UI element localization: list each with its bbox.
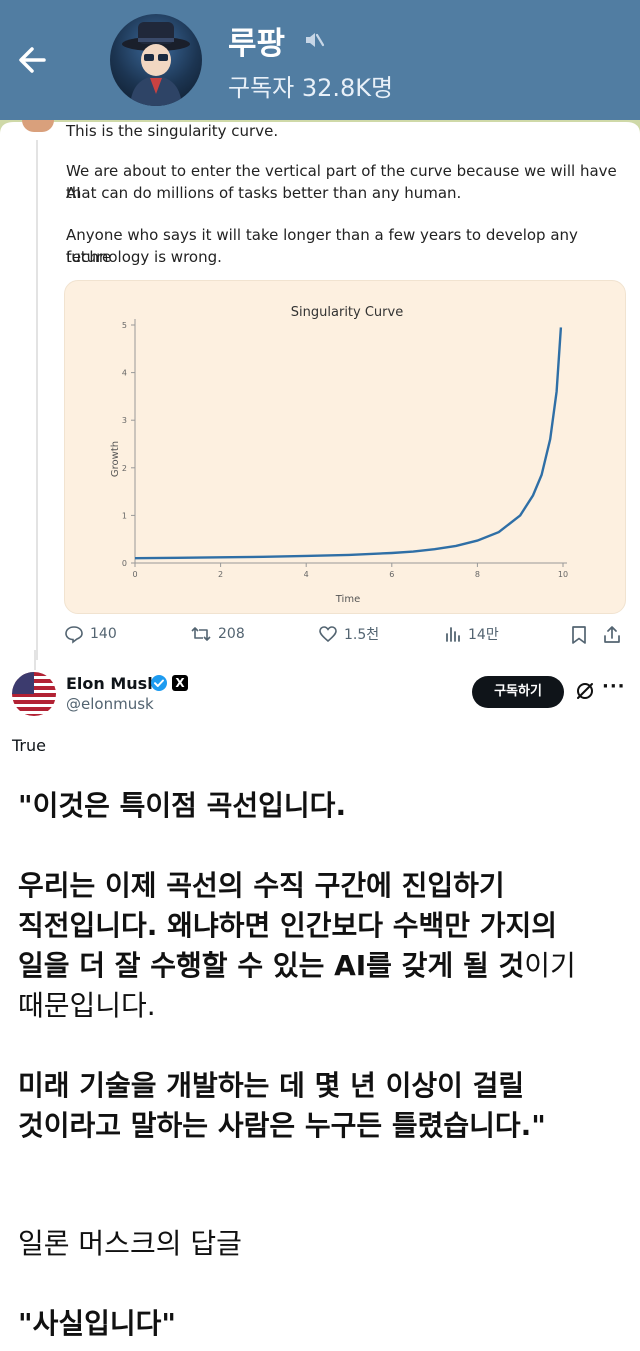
chart-title: Singularity Curve: [291, 305, 403, 320]
reply-thread-line: [34, 650, 36, 670]
subscriber-count: 구독자 32.8K명: [228, 74, 394, 102]
bookmark-icon[interactable]: [570, 625, 588, 645]
singularity-chart: Singularity Curve 0 2 4 6 8 10 0 1 2 3 4 5 Time Gro…: [110, 305, 568, 605]
reply-action[interactable]: 140: [64, 624, 117, 644]
comment-icon: [65, 626, 83, 644]
channel-header: 루팡 구독자 32.8K명: [0, 0, 640, 120]
grok-icon[interactable]: [574, 680, 596, 702]
translation-p1: "이것은 특이점 곡선입니다.: [18, 789, 347, 822]
tweet-line-0: This is the singularity curve.: [66, 122, 279, 140]
reply-count: 140: [90, 626, 117, 642]
musk-reply-translation: "사실입니다": [18, 1307, 176, 1340]
x-tick-label: 0: [132, 570, 137, 579]
tweet-paragraph-1b: that can do millions of tasks better tha…: [66, 184, 462, 202]
translation-p2-line3-normal: 이기: [524, 949, 576, 982]
x-tick-label: 2: [218, 570, 223, 579]
y-tick-label: 1: [122, 511, 127, 520]
translation-p3-line2: 것이라고 말하는 사람은 누구든 틀렸습니다.": [18, 1109, 546, 1142]
series-line: [134, 327, 563, 560]
x-axis-label: Time: [335, 594, 360, 605]
x-tick-label: 8: [475, 570, 480, 579]
more-options-icon[interactable]: ···: [602, 676, 626, 697]
translation-p2-line4: 때문입니다.: [18, 989, 156, 1022]
thread-line: [36, 140, 38, 660]
y-tick-label: 0: [122, 559, 127, 568]
translation-p3-line1: 미래 기술을 개발하는 데 몇 년 이상이 걸릴: [18, 1069, 525, 1102]
y-tick-label: 3: [122, 416, 127, 425]
avatar-illustration: [122, 22, 190, 106]
share-icon[interactable]: [602, 625, 622, 645]
translation-p2-line3-bold: 일을 더 잘 수행할 수 있는 AI를 갖게 될 것: [18, 949, 525, 982]
reply-text: True: [12, 736, 46, 755]
tweet-paragraph-2a: Anyone who says it will take longer than…: [66, 226, 578, 266]
y-tick-label: 4: [122, 369, 127, 378]
muted-speaker-icon: [306, 33, 325, 47]
reply-author-name[interactable]: Elon Musk: [66, 674, 158, 693]
x-tick-label: 4: [304, 570, 309, 579]
x-affiliate-icon: X: [172, 675, 188, 691]
us-flag-avatar[interactable]: [12, 672, 56, 716]
repost-count: 208: [218, 626, 245, 642]
translation-p2-line1: 우리는 이제 곡선의 수직 구간에 진입하기: [18, 869, 505, 902]
arrow-left-icon[interactable]: [14, 40, 54, 80]
reply-author-handle[interactable]: @elonmusk: [66, 695, 154, 713]
prev-avatar: [22, 120, 54, 132]
like-count: 1.5천: [344, 627, 380, 643]
y-axis-label: Growth: [110, 441, 121, 477]
channel-name: 루팡: [228, 26, 286, 62]
x-tick-label: 10: [558, 570, 568, 579]
views-chart-icon: [446, 627, 460, 642]
views-count: 14만: [468, 627, 499, 643]
chart-axes: [134, 319, 567, 564]
repost-action[interactable]: 208: [190, 624, 245, 644]
translation-p2-line3: 일을 더 잘 수행할 수 있는 AI를 갖게 될 것이기: [18, 946, 628, 986]
like-action[interactable]: 1.5천: [318, 624, 379, 644]
verified-badge-icon: [151, 675, 167, 691]
shared-screenshot: This is the singularity curve. We are ab…: [0, 120, 640, 1351]
repost-icon: [191, 627, 211, 641]
heart-icon: [319, 626, 337, 643]
y-tick-label: 5: [122, 321, 127, 330]
tweet-actions: 140 208 1.5천 14만: [64, 624, 624, 648]
views-action[interactable]: 14만: [444, 624, 499, 644]
musk-reply-label: 일론 머스크의 답글: [18, 1227, 242, 1260]
panel-top-edge: [0, 120, 640, 142]
chart-card[interactable]: Singularity Curve 0 2 4 6 8 10 0 1 2 3 4 5 Time Gro…: [64, 280, 626, 614]
y-tick-label: 2: [122, 464, 127, 473]
x-tick-label: 6: [389, 570, 394, 579]
tweet-paragraph-1a: We are about to enter the vertical part …: [66, 162, 617, 202]
tweet-paragraph-2b: technology is wrong.: [66, 248, 222, 266]
channel-avatar[interactable]: [110, 14, 202, 106]
translation-p2-line2: 직전입니다. 왜냐하면 인간보다 수백만 가지의: [18, 909, 558, 942]
subscribe-button[interactable]: 구독하기: [472, 676, 564, 708]
